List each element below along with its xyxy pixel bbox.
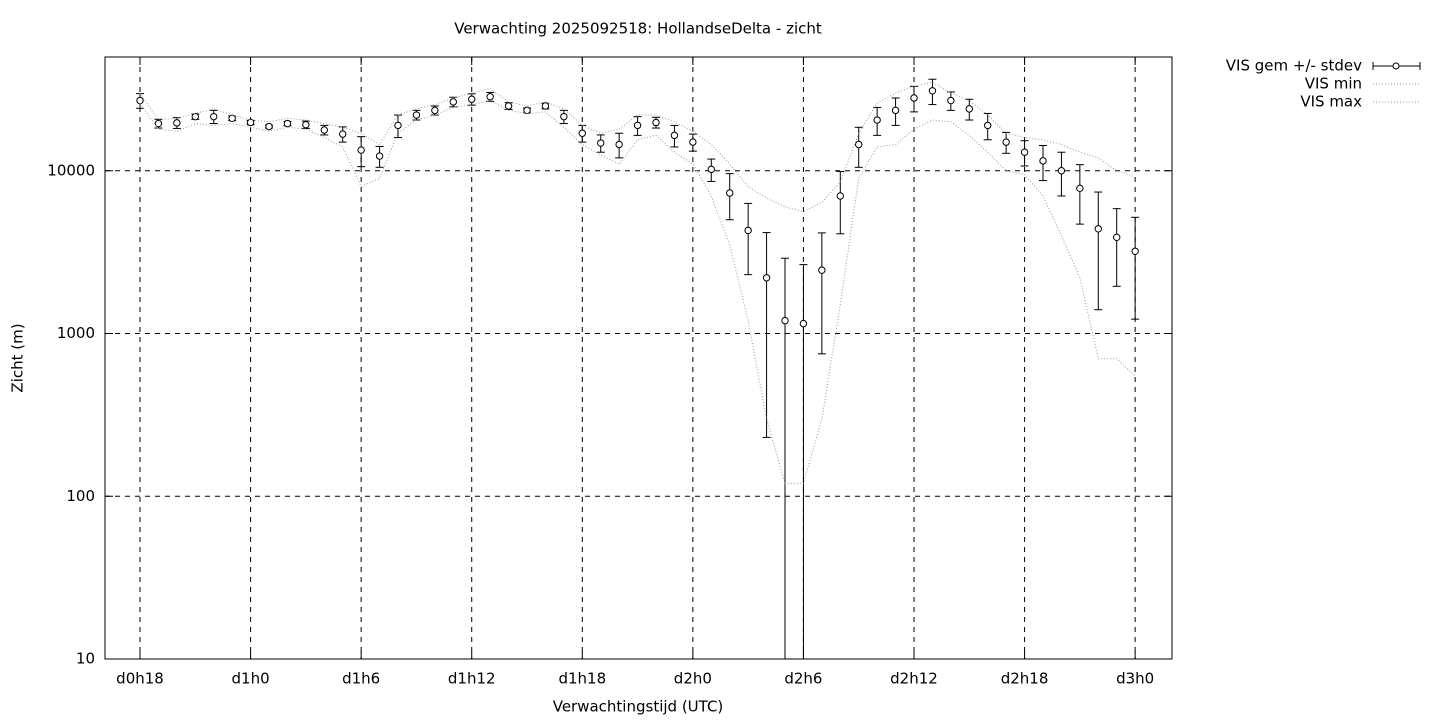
data-point	[449, 98, 457, 106]
legend-label: VIS max	[1300, 93, 1362, 111]
legend-swatch	[1392, 62, 1400, 70]
y-tick-label: 10000	[47, 161, 95, 179]
x-tick-label: d2h0	[674, 670, 712, 688]
data-point	[984, 121, 992, 130]
data-line	[139, 100, 1136, 484]
data-point	[707, 165, 715, 174]
data-point	[173, 119, 181, 127]
x-axis-label: Verwachtingstijd (UTC)	[553, 698, 724, 716]
data-point	[191, 112, 199, 121]
data-point	[375, 152, 384, 160]
data-point	[246, 118, 255, 127]
data-point	[891, 106, 900, 115]
data-point	[633, 121, 642, 130]
plot-frame	[104, 56, 1173, 660]
data-point	[320, 126, 328, 134]
x-tick-label: d3h0	[1116, 670, 1154, 688]
x-tick-label: d1h6	[342, 670, 380, 688]
data-point	[468, 95, 476, 103]
data-point	[762, 274, 771, 282]
data-point	[1020, 148, 1029, 156]
data-point	[302, 120, 310, 129]
data-point	[1113, 233, 1121, 242]
legend-label: VIS min	[1305, 75, 1362, 93]
data-point	[873, 116, 881, 124]
chart-title: Verwachting 2025092518: HollandseDelta -…	[454, 20, 822, 38]
data-point	[560, 112, 568, 121]
data-point	[394, 121, 402, 130]
data-point	[357, 146, 365, 154]
data-point	[947, 96, 955, 105]
data-point	[504, 102, 513, 110]
data-point	[689, 138, 697, 146]
data-point	[1057, 167, 1066, 175]
legend-label: VIS gem +/- stdev	[1226, 57, 1362, 75]
data-point	[1076, 184, 1084, 193]
data-point	[836, 192, 844, 200]
data-point	[670, 131, 679, 140]
x-tick-label: d2h12	[890, 670, 938, 688]
y-tick-label: 100	[66, 487, 95, 505]
data-point	[154, 119, 163, 128]
data-point	[965, 105, 973, 113]
data-line	[139, 81, 1136, 213]
data-point	[781, 316, 789, 325]
data-point	[136, 96, 144, 105]
y-tick-label: 1000	[57, 324, 95, 342]
x-tick-label: d1h18	[558, 670, 606, 688]
data-point	[818, 266, 826, 274]
data-point	[928, 87, 937, 95]
data-point	[265, 122, 273, 131]
data-point	[578, 129, 586, 137]
data-point	[541, 102, 550, 110]
data-point	[486, 93, 494, 101]
x-tick-label: d1h12	[448, 670, 496, 688]
data-point	[339, 130, 347, 138]
data-point	[855, 140, 863, 149]
data-point	[1002, 138, 1010, 146]
data-point	[597, 139, 605, 147]
data-point	[726, 189, 734, 197]
x-tick-label: d2h6	[784, 670, 822, 688]
data-point	[652, 118, 660, 127]
x-tick-label: d2h18	[1001, 670, 1049, 688]
data-point	[1094, 225, 1102, 233]
data-point	[210, 112, 218, 121]
data-point	[799, 319, 808, 328]
y-tick-label: 10	[76, 650, 95, 668]
data-point	[1131, 247, 1139, 255]
data-point	[1039, 157, 1047, 165]
data-point	[744, 226, 752, 235]
data-point	[910, 94, 918, 102]
x-tick-label: d1h0	[232, 670, 270, 688]
data-point	[412, 111, 421, 119]
x-tick-label: d0h18	[116, 670, 164, 688]
data-point	[615, 140, 623, 149]
data-point	[523, 106, 531, 115]
y-axis-label: Zicht (m)	[9, 323, 27, 392]
data-point	[431, 106, 439, 115]
data-point	[283, 119, 292, 128]
